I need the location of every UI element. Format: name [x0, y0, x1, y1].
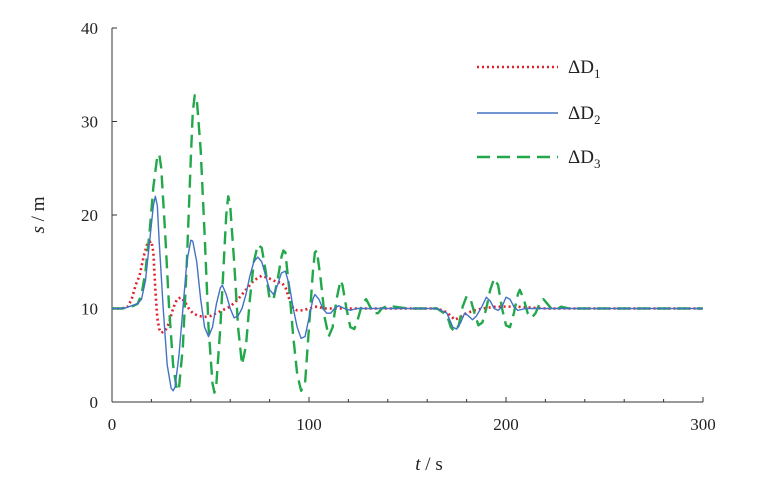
y-tick-label: 0	[90, 393, 99, 412]
series-line-1	[112, 239, 703, 335]
legend: ΔD1 ΔD2 ΔD3	[477, 57, 600, 171]
series-line-2	[112, 195, 703, 392]
y-tick-label: 20	[81, 206, 98, 225]
legend-label-1: ΔD1	[568, 57, 600, 81]
y-tick-label: 30	[81, 113, 98, 132]
axes	[111, 28, 703, 403]
ticks: 0 10 20 30 40 0 100 200 300	[81, 19, 716, 434]
x-tick-label: 300	[690, 415, 716, 434]
x-tick-label: 0	[108, 415, 117, 434]
legend-entry-2: ΔD2	[477, 103, 600, 127]
y-tick-label: 10	[81, 300, 98, 319]
series-layer	[112, 94, 703, 394]
x-axis-title: t / s	[415, 454, 442, 475]
y-tick-label: 40	[81, 19, 98, 38]
series-line-3	[112, 94, 703, 394]
legend-entry-1: ΔD1	[477, 57, 600, 81]
legend-label-2: ΔD2	[568, 103, 600, 127]
legend-label-3: ΔD3	[568, 147, 600, 171]
x-tick-label: 200	[493, 415, 519, 434]
y-axis-title: s / m	[28, 196, 49, 233]
legend-entry-3: ΔD3	[477, 147, 600, 171]
x-tick-label: 100	[296, 415, 322, 434]
